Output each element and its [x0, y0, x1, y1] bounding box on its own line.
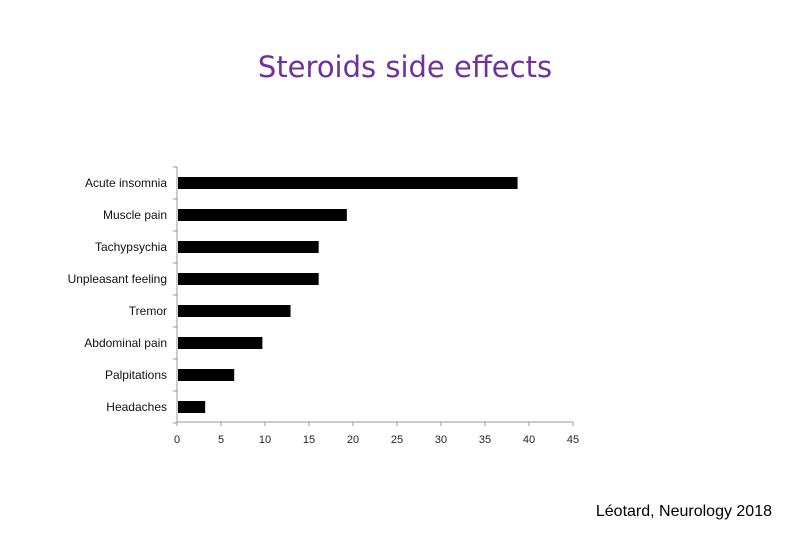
x-tick-label: 10	[259, 434, 271, 446]
chart-bars	[178, 177, 518, 413]
citation: Léotard, Neurology 2018	[595, 503, 772, 520]
category-label: Palpitations	[105, 368, 167, 382]
category-label: Tremor	[129, 304, 167, 318]
category-labels: Acute insomnia Muscle pain Tachypsychia Unp…	[68, 176, 168, 414]
bar	[178, 273, 319, 285]
x-tick-label: 30	[435, 434, 447, 446]
category-label: Abdominal pain	[84, 336, 167, 350]
x-tick-label: 0	[174, 434, 180, 446]
chart-axes	[173, 166, 574, 426]
category-label: Tachypsychia	[95, 240, 167, 254]
x-tick-label: 15	[303, 434, 315, 446]
bar	[178, 401, 206, 413]
x-tick-label: 35	[479, 434, 491, 446]
category-label: Unpleasant feeling	[68, 272, 167, 286]
category-label: Acute insomnia	[85, 176, 167, 190]
bar	[178, 305, 291, 317]
bar	[178, 337, 263, 349]
x-tick-label: 5	[218, 434, 224, 446]
x-tick-label: 40	[523, 434, 535, 446]
slide-title: Steroids side effects	[257, 50, 553, 84]
bar	[178, 209, 347, 221]
x-tick-label: 45	[567, 434, 579, 446]
category-label: Muscle pain	[103, 208, 167, 222]
bar	[178, 177, 518, 189]
bar	[178, 241, 319, 253]
bar	[178, 369, 235, 381]
x-tick-label: 20	[347, 434, 359, 446]
x-tick-labels: 0 5 10 15 20 25 30 35 40 45	[174, 434, 579, 446]
category-label: Headaches	[106, 400, 167, 414]
x-tick-label: 25	[391, 434, 403, 446]
